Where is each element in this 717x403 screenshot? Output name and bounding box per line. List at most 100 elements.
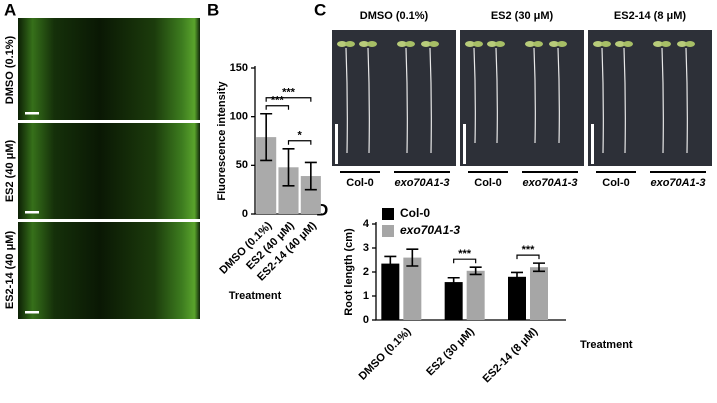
leaf: [615, 41, 625, 47]
root: [367, 47, 370, 154]
root: [685, 47, 688, 154]
leaf: [405, 41, 415, 47]
leaf: [533, 41, 543, 47]
leaf: [623, 41, 633, 47]
leaf: [525, 41, 535, 47]
error-bar: [384, 255, 397, 272]
significance-label: ***: [271, 95, 285, 107]
leaf: [593, 41, 603, 47]
row-label: ES2 (40 μM): [4, 139, 16, 202]
leaf: [549, 41, 559, 47]
root: [345, 47, 348, 154]
scale-bar: [25, 311, 39, 314]
y-tick-label: 100: [230, 111, 248, 123]
root: [533, 47, 536, 144]
leaf: [653, 41, 663, 47]
y-tick-label: 50: [236, 159, 248, 171]
bar: [466, 270, 485, 320]
significance-bracket: [265, 97, 312, 102]
panel-label: A: [4, 0, 16, 19]
y-tick-label: 3: [363, 242, 369, 254]
root: [495, 47, 498, 144]
panel-label: C: [314, 0, 326, 19]
genotype-label: Col-0: [474, 177, 502, 189]
legend-label: exo70A1-3: [400, 223, 460, 237]
bar: [278, 167, 299, 214]
legend-swatch: [382, 208, 394, 220]
leaf: [337, 41, 347, 47]
leaf: [345, 41, 355, 47]
genotype-label: Col-0: [346, 177, 374, 189]
error-bar: [447, 276, 460, 288]
micrograph: [18, 222, 200, 319]
y-tick-label: 4: [363, 218, 370, 230]
leaf: [473, 41, 483, 47]
leaf: [557, 41, 567, 47]
root: [429, 47, 432, 154]
genotype-label: exo70A1-3: [394, 177, 449, 189]
leaf: [465, 41, 475, 47]
micrograph-panel: DMSO (0.1%) ES2 (40 μM) ES2-14 (40 μM): [4, 18, 200, 319]
micrograph: [18, 18, 200, 120]
x-tick-label: DMSO (0.1%): [357, 325, 414, 382]
row-label: DMSO (0.1%): [4, 35, 16, 104]
error-bar: [469, 266, 482, 276]
leaf: [677, 41, 687, 47]
bar: [508, 276, 526, 320]
error-bar: [406, 248, 419, 267]
legend-label: Col-0: [400, 206, 430, 220]
y-tick-label: 2: [363, 266, 369, 278]
significance-label: ***: [458, 248, 472, 260]
error-bar: [304, 161, 317, 191]
micrograph: [18, 123, 200, 219]
error-bar: [533, 262, 545, 273]
leaf: [495, 41, 505, 47]
root: [405, 47, 408, 154]
y-tick-label: 150: [230, 62, 248, 74]
genotype-label: exo70A1-3: [650, 177, 705, 189]
significance-bracket: [516, 254, 540, 260]
leaf: [429, 41, 439, 47]
y-axis-label: Fluorescence intensity: [216, 81, 228, 201]
bar: [256, 137, 277, 214]
significance-bracket: [287, 140, 312, 145]
leaf: [487, 41, 497, 47]
treatment-label: DMSO (0.1%): [360, 10, 429, 22]
x-tick-label: ES2-14 (8 μM): [481, 325, 541, 385]
bar: [381, 263, 400, 320]
treatment-label: ES2-14 (8 μM): [614, 10, 686, 22]
x-tick-label: ES2 (30 μM): [424, 325, 477, 378]
photo: [332, 30, 456, 166]
y-axis-label: Root length (cm): [343, 228, 355, 316]
root: [661, 47, 664, 154]
scale-bar: [463, 124, 466, 164]
significance-bracket: [453, 258, 477, 264]
scale-bar: [25, 211, 39, 214]
seedling-panel: DMSO (0.1%) Col-0 exo70A1-3 ES2 (30 μM) Col-…: [332, 10, 712, 189]
photo: [588, 30, 712, 166]
significance-label: ***: [522, 244, 536, 256]
bar: [444, 282, 463, 320]
bar: [403, 257, 422, 320]
leaf: [359, 41, 369, 47]
scale-bar: [25, 112, 39, 115]
treatment-label: ES2 (30 μM): [491, 10, 554, 22]
root: [623, 47, 626, 154]
y-tick-label: 1: [363, 290, 369, 302]
legend-swatch: [382, 225, 394, 237]
leaf: [367, 41, 377, 47]
leaf: [661, 41, 671, 47]
root: [601, 47, 604, 154]
genotype-label: exo70A1-3: [522, 177, 577, 189]
panel-label: B: [207, 0, 219, 19]
error-bar: [511, 271, 523, 282]
y-tick-label: 0: [242, 208, 248, 220]
root: [473, 47, 476, 144]
leaf: [685, 41, 695, 47]
y-tick-label: 0: [363, 314, 369, 326]
genotype-label: Col-0: [602, 177, 630, 189]
bar: [300, 176, 321, 214]
x-axis-label: Treatment: [229, 290, 282, 302]
error-bar: [260, 112, 273, 162]
